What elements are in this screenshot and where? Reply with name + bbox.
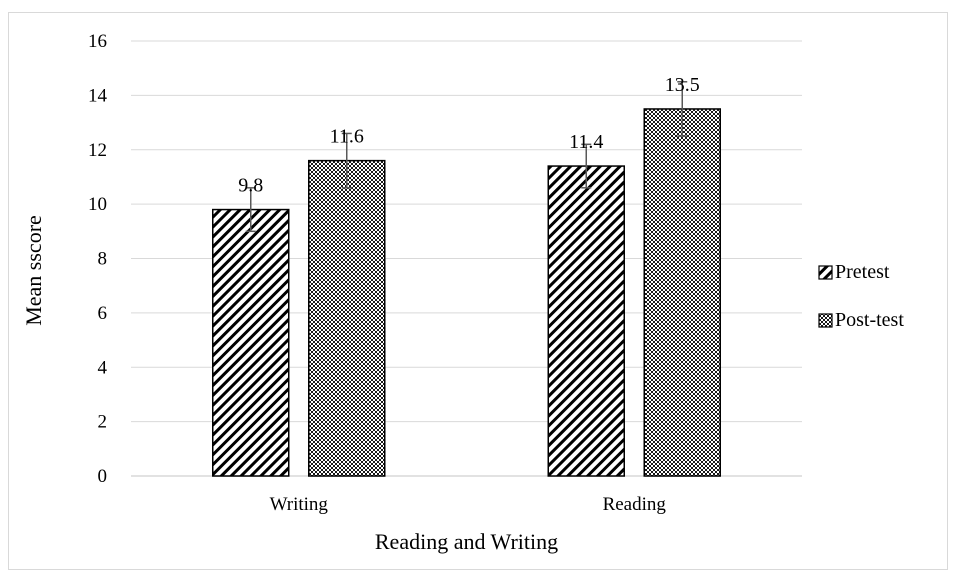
legend: Pretest Post-test	[818, 261, 904, 331]
data-label: 11.6	[330, 126, 364, 148]
bar-post-test-writing	[308, 159, 386, 477]
legend-label: Post-test	[835, 309, 904, 331]
x-tick-label: Writing	[270, 494, 329, 515]
y-tick-label: 0	[98, 466, 108, 487]
bar-pretest-reading	[547, 165, 625, 477]
data-labels: 9.8 11.6 11.4 13.5	[238, 74, 700, 197]
data-label: 9.8	[238, 175, 263, 197]
bar-pretest-writing	[212, 208, 290, 477]
y-tick-label: 6	[98, 303, 108, 324]
x-tick-label: Reading	[603, 494, 667, 515]
legend-swatch	[818, 265, 833, 280]
legend-label: Pretest	[835, 261, 890, 283]
x-axis-title: Reading and Writing	[375, 529, 558, 554]
y-tick-label: 2	[98, 412, 108, 433]
y-tick-label: 12	[88, 140, 107, 161]
y-tick-label: 14	[88, 85, 108, 106]
bar-chart: 0 2 4 6 8 10 12 14 16 Writing Reading 9.8 11.6 11.4 1…	[21, 31, 904, 554]
data-label: 11.4	[569, 131, 603, 153]
data-label: 13.5	[665, 74, 700, 96]
y-tick-label: 8	[98, 249, 108, 270]
y-axis-title: Mean sscore	[21, 215, 46, 326]
chart-frame: 0 2 4 6 8 10 12 14 16 Writing Reading 9.8 11.6 11.4 1…	[8, 12, 948, 570]
y-tick-label: 16	[88, 31, 107, 52]
bars	[212, 108, 721, 477]
error-bars	[245, 81, 688, 233]
bar-post-test-reading	[643, 108, 721, 477]
legend-swatch	[818, 313, 833, 328]
y-tick-label: 10	[88, 194, 107, 215]
y-tick-label: 4	[98, 357, 108, 378]
